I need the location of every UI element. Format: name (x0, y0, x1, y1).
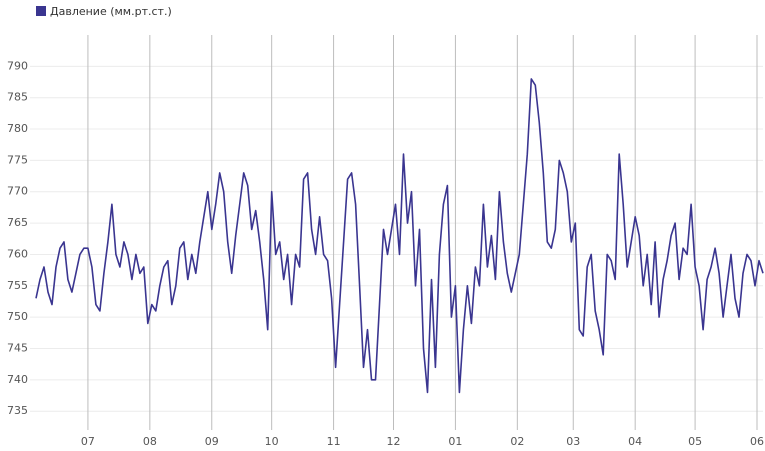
x-tick-label: 12 (387, 435, 401, 448)
y-tick-label: 785 (7, 91, 28, 104)
y-tick-label: 775 (7, 153, 28, 166)
y-tick-label: 765 (7, 216, 28, 229)
x-tick-label: 10 (265, 435, 279, 448)
x-tick-label: 04 (628, 435, 642, 448)
x-tick-label: 02 (510, 435, 524, 448)
x-tick-label: 03 (566, 435, 580, 448)
x-tick-label: 01 (448, 435, 462, 448)
y-tick-label: 790 (7, 59, 28, 72)
y-tick-label: 760 (7, 247, 28, 260)
y-tick-label: 750 (7, 310, 28, 323)
x-tick-label: 08 (143, 435, 157, 448)
y-tick-label: 755 (7, 279, 28, 292)
x-tick-label: 05 (688, 435, 702, 448)
x-tick-label: 09 (205, 435, 219, 448)
y-tick-label: 735 (7, 404, 28, 417)
x-tick-label: 11 (327, 435, 341, 448)
legend-swatch (36, 6, 46, 16)
y-tick-label: 780 (7, 122, 28, 135)
legend-label: Давление (мм.рт.ст.) (50, 5, 172, 18)
y-tick-label: 770 (7, 185, 28, 198)
x-tick-label: 06 (750, 435, 764, 448)
y-tick-label: 740 (7, 373, 28, 386)
y-tick-label: 745 (7, 341, 28, 354)
x-tick-label: 07 (81, 435, 95, 448)
line (35, 78, 764, 394)
